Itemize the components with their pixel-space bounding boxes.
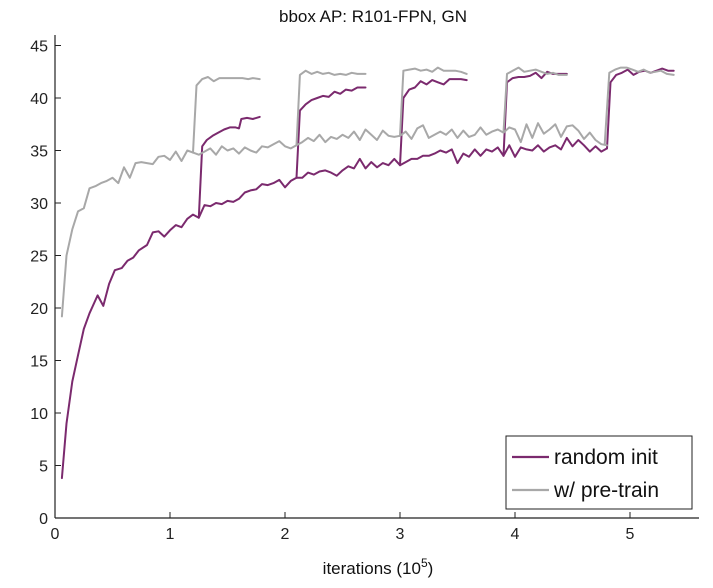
x-tick-label: 3 [396, 526, 405, 543]
y-tick-label: 20 [30, 301, 48, 318]
series-line-random-init-3 [399, 78, 468, 167]
legend-label-pre-train: w/ pre-train [553, 479, 659, 502]
y-tick-label: 5 [39, 459, 48, 476]
series-line-random-init-0 [60, 136, 608, 480]
x-axis-label-suffix: ) [428, 559, 434, 578]
x-tick-label: 4 [511, 526, 520, 543]
series-pre-train [60, 66, 675, 318]
x-tick-label: 5 [626, 526, 635, 543]
x-tick-label: 1 [166, 526, 175, 543]
y-tick-label: 35 [30, 144, 48, 161]
series-line-pre-train-5 [603, 66, 675, 146]
y-tick-label: 25 [30, 249, 48, 266]
series-line-pre-train-0 [60, 122, 608, 318]
y-tick-label: 10 [30, 406, 48, 423]
x-axis-label-exponent: 5 [421, 556, 428, 570]
chart-title: bbox AP: R101-FPN, GN [279, 7, 467, 26]
series-line-pre-train-3 [399, 66, 468, 137]
y-tick-label: 40 [30, 91, 48, 108]
y-tick-label: 45 [30, 39, 48, 56]
series-line-random-init-1 [197, 115, 261, 219]
x-axis-label: iterations (105) [323, 556, 434, 578]
legend-label-random-init: random init [554, 446, 658, 469]
x-tick-label: 2 [281, 526, 290, 543]
legend: random init w/ pre-train [505, 435, 693, 510]
series-line-pre-train-2 [295, 69, 367, 147]
series-line-pre-train-4 [502, 66, 568, 134]
y-tick-label: 30 [30, 196, 48, 213]
x-tick-label: 0 [51, 526, 60, 543]
y-tick-label: 15 [30, 354, 48, 371]
series-line-pre-train-1 [192, 76, 261, 154]
x-axis-label-text: iterations (10 [323, 559, 421, 578]
series-line-random-init-2 [295, 86, 367, 179]
series-layer [60, 66, 675, 480]
legend-box [505, 435, 693, 510]
y-tick-label: 0 [39, 511, 48, 528]
